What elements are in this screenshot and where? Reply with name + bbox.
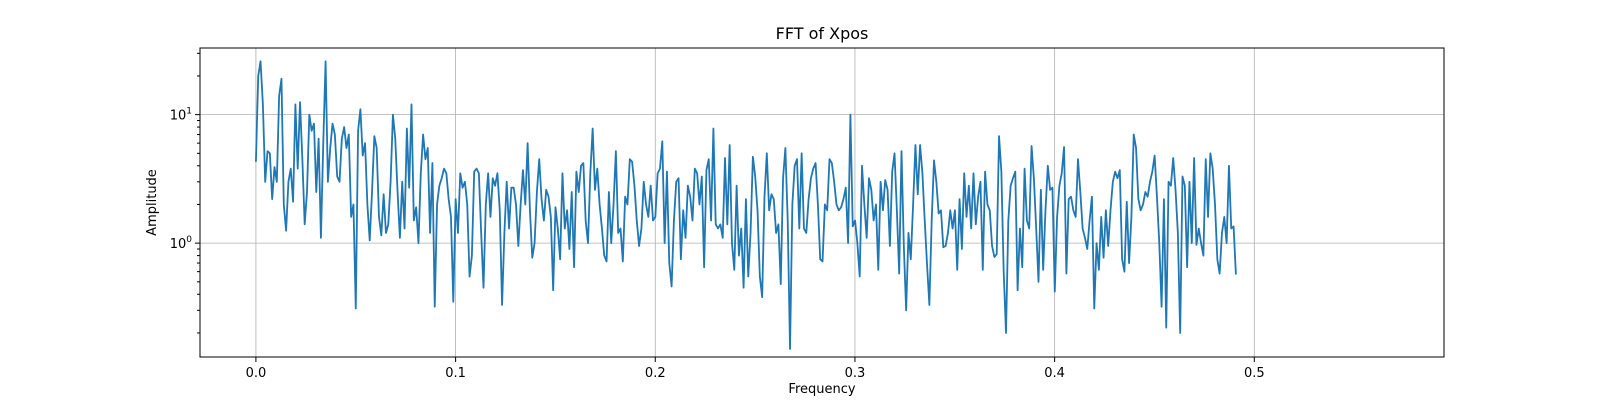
plot-frame <box>199 47 1445 358</box>
x-tick-label: 0.2 <box>645 366 666 381</box>
y-tick-label: 100 <box>170 235 193 252</box>
y-tick-exponent: 1 <box>186 107 192 117</box>
x-tick-label: 0.3 <box>845 366 866 381</box>
x-axis-label: Frequency <box>788 382 855 397</box>
grid-layer <box>200 48 1444 357</box>
fft-amplitude-line <box>255 60 1237 350</box>
x-tick-label: 0.4 <box>1044 366 1065 381</box>
y-tick-label: 101 <box>170 107 192 124</box>
x-tick-label: 0.5 <box>1244 366 1265 381</box>
y-tick-exponent: 0 <box>186 235 192 245</box>
series-layer <box>255 60 1237 350</box>
y-tick-base: 10 <box>170 237 187 252</box>
chart-title: FFT of Xpos <box>776 24 869 43</box>
x-tick-label: 0.1 <box>445 366 466 381</box>
x-tick-label: 0.0 <box>246 366 267 381</box>
y-axis-label: Amplitude <box>145 169 160 236</box>
y-tick-base: 10 <box>170 109 187 124</box>
